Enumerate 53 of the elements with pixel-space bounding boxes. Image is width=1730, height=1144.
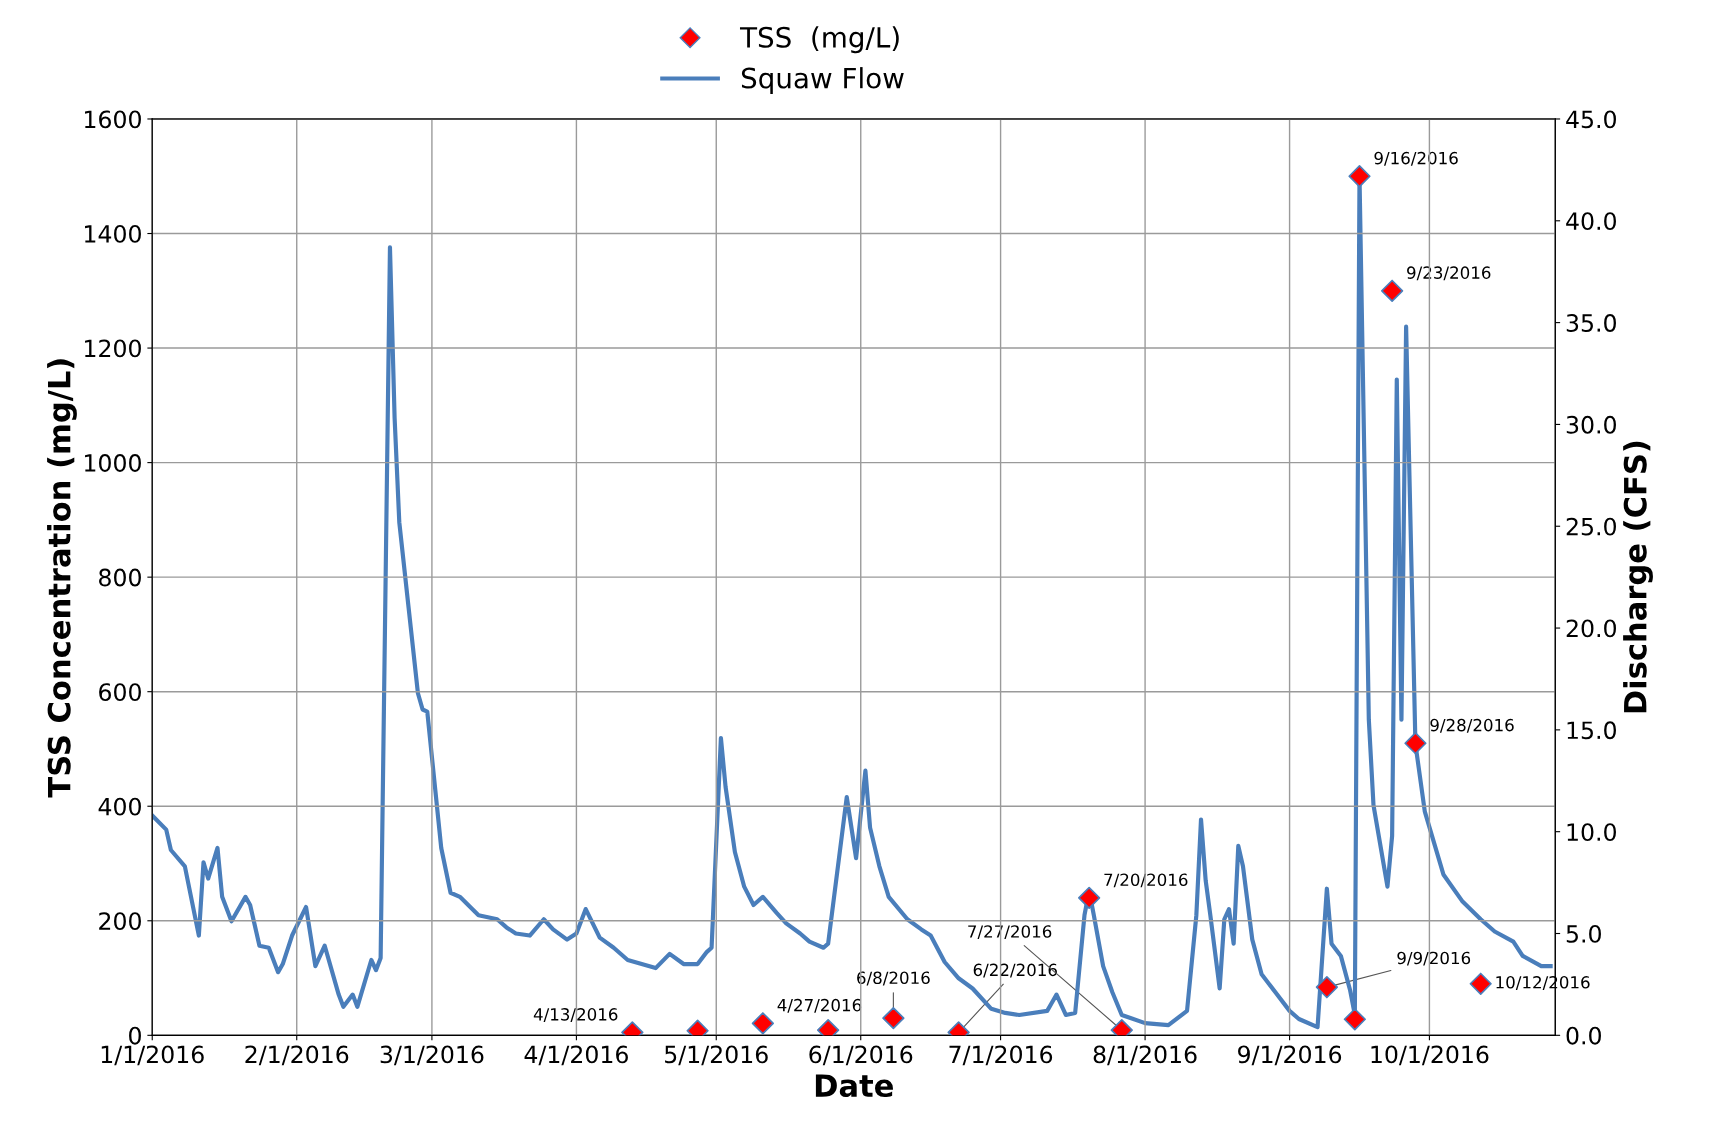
y2-tick-label: 5.0 xyxy=(1566,924,1601,943)
annotation: 9/16/2016 xyxy=(1374,151,1458,166)
annotation: 9/23/2016 xyxy=(1407,266,1491,281)
point xyxy=(1404,732,1427,755)
point xyxy=(1469,972,1492,995)
x-tick-label: 7/1/2016 xyxy=(949,1045,1053,1066)
y-tick-label: 800 xyxy=(99,568,141,587)
legend-label: TSS (mg/L) xyxy=(739,26,899,54)
x-tick-label: 5/1/2016 xyxy=(665,1045,768,1066)
point xyxy=(751,1012,774,1035)
annotation: 9/28/2016 xyxy=(1430,718,1514,733)
point xyxy=(1348,165,1371,188)
annotation: 7/27/2016 xyxy=(968,925,1052,940)
point xyxy=(1078,886,1101,910)
x-tick-label: 3/1/2016 xyxy=(380,1045,484,1066)
y-tick-label: 600 xyxy=(99,683,141,701)
y-tick-label: 400 xyxy=(98,797,141,816)
point xyxy=(1380,279,1404,302)
y2-tick-label: 25.0 xyxy=(1566,517,1616,536)
y2-tick-label: 0.0 xyxy=(1566,1026,1601,1045)
y2-tick-label: 20.0 xyxy=(1566,619,1616,638)
x-tick-label: 4/1/2016 xyxy=(524,1045,628,1066)
x-tick-label: 9/1/2016 xyxy=(1238,1045,1342,1066)
y2-tick-label: 15.0 xyxy=(1567,721,1616,740)
annotation: 7/20/2016 xyxy=(1104,873,1188,888)
x-tick-label: 8/1/2016 xyxy=(1093,1045,1197,1066)
y2-tick-label: 45.0 xyxy=(1566,110,1616,129)
x-tick-label: 10/1/2016 xyxy=(1371,1045,1489,1066)
x-tick-label: 2/1/2016 xyxy=(245,1045,349,1066)
x-axis-title: Date xyxy=(815,1074,893,1098)
y2-tick-label: 35.0 xyxy=(1566,314,1616,332)
y2-tick-label: 40.0 xyxy=(1566,212,1616,231)
point xyxy=(1343,1008,1366,1031)
legend-label: Squaw Flow xyxy=(741,67,904,94)
annotation: 4/27/2016 xyxy=(777,998,862,1013)
annotation: 6/8/2016 xyxy=(857,971,930,986)
y2-tick-label: 30.0 xyxy=(1566,415,1616,434)
y2-tick-label: 10.0 xyxy=(1567,823,1616,841)
y-axis-title: TSS Concentration (mg/L) xyxy=(47,359,77,798)
y-tick-label: 0 xyxy=(129,1026,141,1045)
y-tick-label: 1400 xyxy=(85,224,141,243)
y2-axis-title: Discharge (CFS) xyxy=(1623,441,1653,713)
x-tick-label: 6/1/2016 xyxy=(809,1045,913,1066)
annotation: 6/22/2016 xyxy=(973,963,1057,978)
annotation: 9/9/2016 xyxy=(1397,951,1471,966)
y-tick-label: 1200 xyxy=(85,339,141,358)
y-tick-label: 1600 xyxy=(85,110,141,129)
point xyxy=(1315,976,1339,999)
y-tick-label: 200 xyxy=(99,912,141,931)
y-tick-label: 1000 xyxy=(85,454,141,472)
point xyxy=(882,1007,905,1030)
x-tick-label: 1/1/2016 xyxy=(101,1045,204,1066)
annotation: 4/13/2016 xyxy=(533,1008,618,1022)
